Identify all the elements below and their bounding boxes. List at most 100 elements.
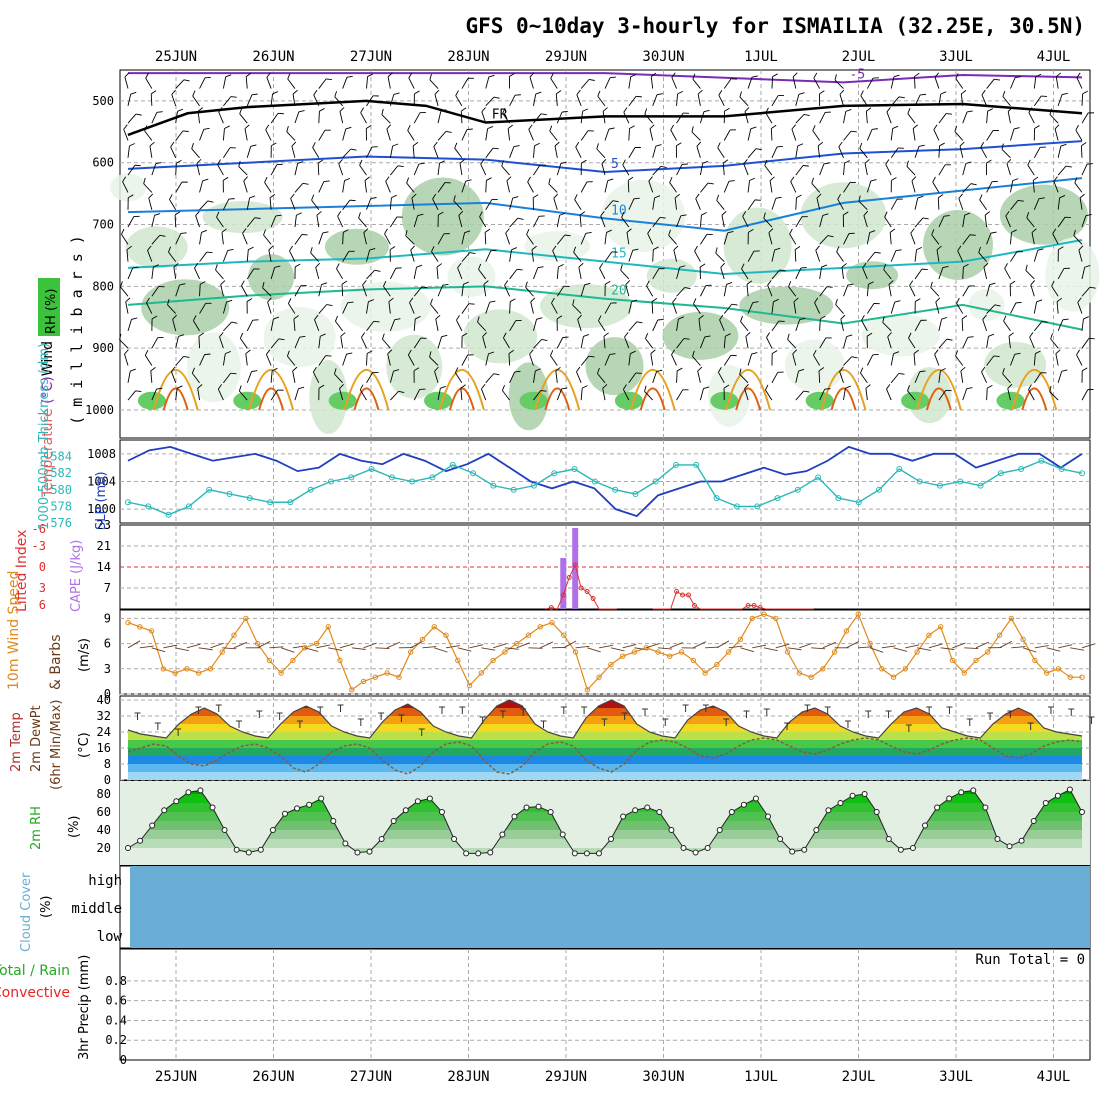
wind-barb-staff xyxy=(844,131,852,140)
rh-point xyxy=(717,828,722,833)
wind-barb-staff xyxy=(935,77,939,88)
wind-barb-staff xyxy=(152,338,158,348)
wind-barb xyxy=(748,178,755,193)
wind-barb-staff xyxy=(510,198,513,210)
cloud-level-low: low xyxy=(97,929,123,945)
wind-barb xyxy=(963,386,973,402)
wind-barb-flag xyxy=(481,107,487,111)
wind-barb-flag xyxy=(533,195,538,198)
wind-barb-flag xyxy=(1042,319,1048,324)
wind-barb xyxy=(486,371,500,386)
wind-barb-staff xyxy=(671,355,676,366)
wind-barb-staff xyxy=(844,388,846,400)
wind-barb-staff xyxy=(533,94,535,106)
wind-barb-staff xyxy=(1004,321,1011,331)
temp-band xyxy=(120,756,1090,764)
wind-barb xyxy=(772,350,777,365)
surface-wind-barb-staff xyxy=(175,648,189,651)
wind-barb xyxy=(438,129,452,144)
rh-shading xyxy=(110,173,146,201)
wind-barb-staff xyxy=(887,112,891,123)
wind-barb-staff xyxy=(510,269,517,279)
wind-barb-flag xyxy=(656,143,662,147)
wind-barb-flag xyxy=(608,178,614,182)
wind-barb-staff xyxy=(128,165,135,175)
wind-barb-staff xyxy=(338,216,343,227)
wind-barb-flag xyxy=(184,78,190,84)
cloud-unit-label: (%) xyxy=(39,896,54,919)
y-tick-label: 80 xyxy=(97,787,111,801)
wind-barb-flag xyxy=(773,74,778,77)
wind-barb-flag xyxy=(750,178,755,182)
wind-barb-staff xyxy=(722,215,724,227)
surface-wind-barb xyxy=(340,644,353,648)
thickness-label: 1000-500mb Thickness (dm) xyxy=(37,343,52,530)
wind-barb-staff xyxy=(510,218,518,227)
y-tick-label: 8 xyxy=(104,757,111,771)
wind-barb xyxy=(196,159,204,175)
wind-barb-flag xyxy=(359,108,365,113)
wind-barb-staff xyxy=(271,165,277,175)
wind-barb-staff xyxy=(414,113,420,123)
wind-barb-flag xyxy=(252,92,258,97)
wind-barb-flag xyxy=(562,109,568,114)
surface-wind-barb xyxy=(434,648,447,652)
wind-barb-flag xyxy=(673,246,679,250)
wind-barb xyxy=(700,386,709,402)
surface-wind-barb xyxy=(905,645,919,648)
wind-barb-flag xyxy=(812,73,818,78)
wind-barb-staff xyxy=(1028,390,1034,400)
wind-barb-staff xyxy=(765,166,772,176)
wind-barb xyxy=(295,109,305,125)
isotherm-label: 20 xyxy=(611,284,627,299)
wind-barb xyxy=(697,367,705,383)
rh-high-shading xyxy=(996,392,1024,410)
wind-barb-staff xyxy=(390,166,398,175)
wind-barb-flag xyxy=(751,126,757,130)
wind-barb-staff xyxy=(581,182,587,192)
wind-barb-staff xyxy=(200,201,208,210)
wind-barb xyxy=(190,143,204,158)
wind-barb-staff xyxy=(557,389,561,400)
wind-barb-flag xyxy=(899,371,905,376)
wind-barb-staff xyxy=(461,111,462,123)
wind-barb-staff xyxy=(430,304,438,313)
wind-barb-flag xyxy=(778,370,784,375)
wind-barb-flag xyxy=(375,268,381,274)
wind-barb-staff xyxy=(246,77,247,89)
wind-barb-staff xyxy=(696,199,701,210)
rh-point xyxy=(729,810,734,815)
wind-barb-staff xyxy=(390,217,397,227)
wind-barb xyxy=(987,333,994,349)
wind-barb-staff xyxy=(223,97,231,106)
y-tick-label: 700 xyxy=(92,218,114,232)
wind-barb xyxy=(867,352,878,368)
wind-barb-staff xyxy=(629,322,637,331)
wind-barb-flag xyxy=(933,125,939,130)
wind-barb xyxy=(939,337,953,352)
wind-barb-staff xyxy=(770,181,772,193)
wind-barb-staff xyxy=(200,129,204,140)
isotherm-line xyxy=(128,73,1082,82)
temp-band xyxy=(120,696,1090,708)
wind-barb-flag xyxy=(1083,91,1088,94)
wind-barb xyxy=(939,111,952,126)
wind-barb-flag xyxy=(440,385,445,389)
surface-wind-barb xyxy=(199,648,213,650)
wind-barb xyxy=(772,370,784,386)
wind-barb xyxy=(247,318,258,334)
wind-barb-flag xyxy=(312,90,318,95)
rh-point xyxy=(621,814,626,819)
wind-barb xyxy=(128,214,140,230)
wind-barb xyxy=(428,74,442,88)
wind-barb-staff xyxy=(390,268,395,279)
wind-barb xyxy=(553,194,562,210)
wind-barb xyxy=(295,232,308,247)
wind-barb-flag xyxy=(1088,387,1094,392)
wind-barb xyxy=(1034,299,1042,315)
surface-wind-barb-staff xyxy=(776,644,790,648)
y-tick-label: 576 xyxy=(50,516,72,530)
wind-barb-flag xyxy=(480,384,486,389)
rh-shading xyxy=(187,332,241,402)
y-tick-label: 6 xyxy=(39,598,46,612)
